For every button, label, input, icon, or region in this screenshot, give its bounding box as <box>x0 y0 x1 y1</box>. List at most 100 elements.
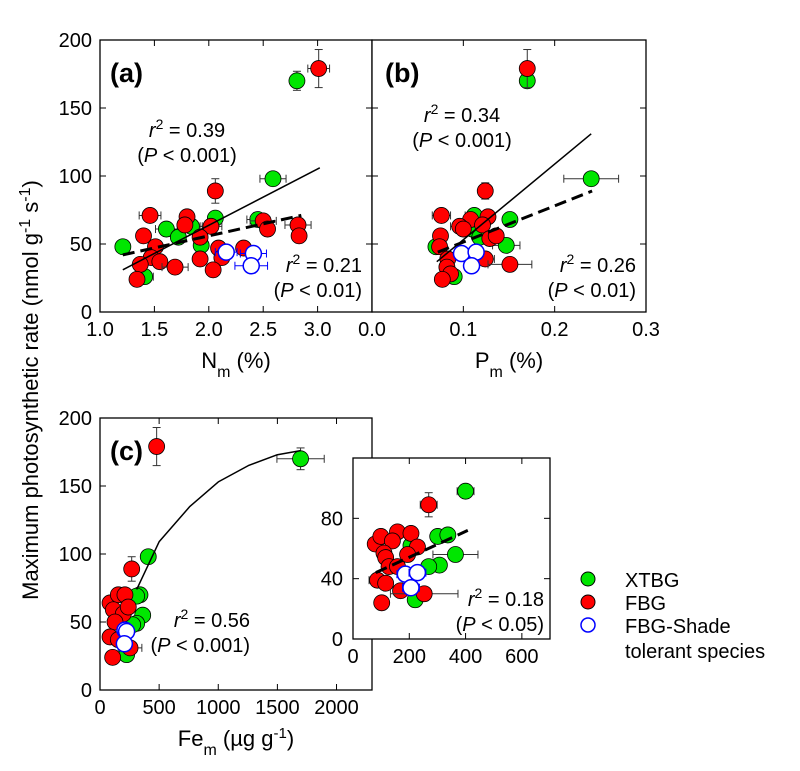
r-superscript: 2 <box>292 251 300 267</box>
r-squared-annotation: r2 = 0.34 <box>424 101 500 127</box>
r-squared-value: = 0.39 <box>163 120 225 142</box>
data-point <box>582 170 600 188</box>
r-squared-annotation: r2 = 0.21 <box>286 251 362 277</box>
data-point <box>119 598 137 616</box>
r-symbol: r <box>149 120 157 142</box>
p-symbol: P <box>144 145 158 167</box>
p-open: ( <box>548 280 555 302</box>
r-squared-value: = 0.18 <box>482 589 544 611</box>
r-symbol: r <box>560 255 568 277</box>
x-tick-label: 0.0 <box>358 319 386 341</box>
r-squared-annotation: r2 = 0.26 <box>560 251 636 277</box>
r-squared-annotation: r2 = 0.18 <box>468 585 544 611</box>
data-point <box>157 220 175 238</box>
p-value: < 0.01) <box>568 280 636 302</box>
series-fbg-shade-tolerant-species <box>214 243 269 275</box>
legend-label-fbg-shade: FBG-Shade <box>625 616 731 638</box>
regression-line-dashed <box>437 189 593 254</box>
p-symbol: P <box>280 280 294 302</box>
panel-label: (b) <box>385 58 419 88</box>
x-tick-label: 0.1 <box>449 319 477 341</box>
x-axis-label: Pm (%) <box>475 348 543 381</box>
regression-line-solid <box>136 449 301 590</box>
x-axis-label-base: P <box>475 348 490 373</box>
y-axis-label: Maximum photosynthetic rate (nmol g-1 s-… <box>17 180 44 600</box>
data-point <box>476 182 494 200</box>
data-point <box>402 525 420 542</box>
x-tick-label: 500 <box>142 697 175 719</box>
p-open: ( <box>456 614 463 636</box>
x-tick-label: 0.3 <box>632 319 660 341</box>
panel-label: (c) <box>110 436 143 466</box>
data-point <box>123 560 141 578</box>
data-point <box>191 250 209 268</box>
r-superscript: 2 <box>180 606 188 622</box>
p-value: < 0.001) <box>432 130 512 152</box>
y-tick-label: 150 <box>59 476 92 498</box>
p-value-annotation: (P < 0.001) <box>137 145 237 167</box>
data-point <box>377 574 395 592</box>
x-tick-label: 0 <box>347 646 358 668</box>
legend-label-fbg: FBG <box>625 593 666 615</box>
data-point <box>148 438 166 455</box>
data-point <box>151 253 169 271</box>
data-point <box>501 255 519 273</box>
data-point <box>141 207 159 224</box>
legend-marker-fbg <box>580 594 596 610</box>
x-tick-label: 400 <box>449 646 482 668</box>
y-tick-label: 100 <box>59 544 92 566</box>
p-symbol: P <box>462 614 476 636</box>
data-point <box>128 270 146 288</box>
data-point <box>264 170 282 188</box>
x-tick-label: 2.5 <box>249 319 277 341</box>
x-tick-label: 1000 <box>196 697 241 719</box>
series-fbg-shade-tolerant-species <box>452 243 485 275</box>
p-value: < 0.001) <box>157 145 237 167</box>
x-tick-label: 600 <box>505 646 538 668</box>
data-point <box>204 261 222 279</box>
p-value: < 0.01) <box>294 280 362 302</box>
y-axis-label-text: ) <box>18 180 43 187</box>
data-point <box>402 578 420 597</box>
data-point <box>420 496 438 514</box>
r-squared-value: = 0.56 <box>188 610 250 632</box>
data-point <box>310 60 328 77</box>
r-symbol: r <box>174 610 182 632</box>
r-superscript: 2 <box>566 251 574 267</box>
x-tick-label: 200 <box>393 646 426 668</box>
y-axis-label-text: s <box>18 202 43 219</box>
regression-line-solid <box>122 167 321 271</box>
data-point <box>518 60 536 77</box>
panel-label: (a) <box>110 58 143 88</box>
y-tick-label: 50 <box>70 234 92 256</box>
data-point <box>242 257 260 275</box>
r-symbol: r <box>468 589 476 611</box>
x-axis-label-sub: m <box>217 364 230 381</box>
data-point <box>383 532 401 550</box>
r-superscript: 2 <box>156 116 164 132</box>
y-tick-label: 40 <box>321 569 343 591</box>
x-axis-label-sub: m <box>490 364 503 381</box>
x-axis-label-base: Fe <box>178 726 204 751</box>
y-tick-label: 0 <box>81 302 92 324</box>
r-superscript: 2 <box>431 101 439 117</box>
p-open: ( <box>150 635 157 657</box>
p-open: ( <box>137 145 144 167</box>
series-fbg <box>366 492 459 612</box>
y-axis-label-sup: -1 <box>17 187 34 201</box>
p-symbol: P <box>419 130 433 152</box>
r-symbol: r <box>424 105 432 127</box>
y-tick-label: 80 <box>321 508 343 530</box>
data-point <box>290 227 308 245</box>
y-axis-label-sup: -1 <box>17 219 34 233</box>
p-value-annotation: (P < 0.05) <box>456 614 544 636</box>
data-point <box>115 635 134 653</box>
r-squared-value: = 0.34 <box>438 105 500 127</box>
p-value: < 0.001) <box>170 635 250 657</box>
legend-marker-xtbg <box>580 571 596 587</box>
data-point <box>176 216 194 234</box>
p-value: < 0.05) <box>476 614 544 636</box>
p-symbol: P <box>157 635 171 657</box>
